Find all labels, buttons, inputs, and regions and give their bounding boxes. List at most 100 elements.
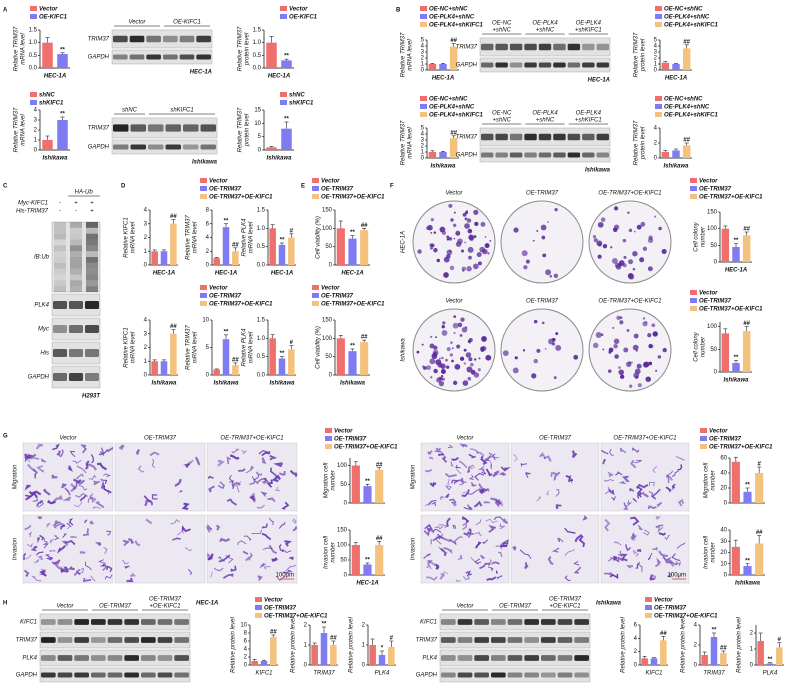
cell-stain [625,544,632,552]
y-tick-label: 4 [654,126,658,132]
y-tick-label: 0 [144,263,148,269]
significance: ** [350,230,355,236]
colony [440,369,446,374]
cell-stain [172,537,182,541]
y-tick-label: 50 [710,347,717,353]
blot-row-label: TRIM37 [416,638,438,644]
legend-swatch [200,178,207,183]
bar [57,54,68,68]
cell-stain [249,492,257,503]
y-axis-label: Relative TRIM37 [14,107,20,152]
legend-swatch [255,613,262,618]
cell-stain [617,550,622,557]
blot-band [113,54,128,60]
y-axis-label: Relative TRIM37 [634,120,640,165]
colony [430,218,434,222]
y-tick-label: 0 [421,68,425,74]
blot-header: OE-TRIM37 [499,604,532,610]
y-axis-label: Relative TRIM37 [238,26,244,71]
legend-swatch [255,597,262,602]
cell-line: HEC-1A [665,76,687,82]
x-axis-label: PLK4 [763,671,778,677]
legend-swatch [420,96,427,101]
cell-stain [52,443,60,451]
bar [721,228,730,262]
significance: ** [350,344,355,350]
cell-stain [75,473,85,480]
y-tick-label: 6 [206,221,210,227]
cell-stain [423,523,433,530]
blot-row-label: KIFC1 [20,620,37,626]
cell-stain [434,525,443,530]
blot-band [553,133,566,141]
colony [618,369,624,375]
blot-band [124,637,139,643]
cell-stain [222,573,234,579]
legend-swatch [255,605,262,610]
blot-band [524,62,537,68]
y-tick-label: 2 [634,649,638,655]
colony [445,358,448,362]
colony [554,207,558,212]
colony [454,364,461,370]
cell-stain [474,472,485,481]
blot-band [107,672,123,678]
bar [360,342,369,375]
column-label: OE-TRIM37+OE-KIFC1 [598,191,661,197]
cell-line: Ishikawa [735,581,761,587]
colony [611,257,618,264]
legend-swatch [280,92,287,97]
colony [480,348,485,352]
bar [650,658,658,665]
y-tick-label: 2 [362,623,366,629]
y-axis-label: protein level [641,126,647,160]
bar [266,42,277,68]
bar [288,349,295,375]
significance: ** [284,117,289,123]
panel-letter: B [396,8,401,14]
colony [461,249,465,253]
blot-band [141,672,156,678]
bar [439,152,447,158]
cell-line: Ishikawa [723,378,749,384]
cell-stain [609,448,614,456]
cell-stain [76,568,81,576]
blot-header: +shNC [536,118,555,124]
blot-smear [70,227,82,234]
colony [540,224,547,231]
cell-stain [675,456,685,461]
blot-band [91,619,106,625]
cell-stain [181,502,190,511]
legend-swatch [312,285,319,290]
y-tick-label: 0 [304,663,308,669]
colony [642,317,646,320]
y-tick-label: 0.0 [257,263,266,269]
condition-sign: - [75,209,77,215]
cell-stain [513,454,518,462]
cell-stain [655,516,661,520]
column-label: Vector [456,436,474,442]
cell-stain [194,456,201,466]
y-axis-label: mRNA level [249,221,255,253]
cell-stain [36,500,44,507]
cell-stain [73,499,82,508]
colony [523,265,528,270]
cell-stain [261,523,268,529]
y-tick-label: 4 [634,636,638,642]
legend-label: OE-NC+shNC [429,6,468,12]
blot-band [41,672,56,678]
blot-row-label: GAPDH [88,55,110,61]
blot-band [509,133,523,141]
colony [451,347,454,350]
blot-smear [70,222,82,228]
panel-letter: F [390,184,394,190]
y-tick-label: 3 [34,118,38,124]
blot-band [538,133,552,141]
cell-stain [229,454,240,460]
colony [547,221,549,223]
y-tick-label: 4 [144,208,148,214]
significance: ** [365,479,370,485]
y-tick-label: 0.5 [257,244,266,250]
cell-line: HEC-1A [215,271,237,277]
blot-band [85,301,99,309]
